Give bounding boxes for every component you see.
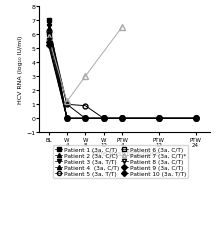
Y-axis label: HCV RNA (log₁₀ IU/ml): HCV RNA (log₁₀ IU/ml) [18,36,23,104]
X-axis label: Time post first dose: Time post first dose [90,150,159,156]
Legend: Patient 1 (3a, C/T), Patient 2 (3a, C/C), Patient 3 (3a, T/T), Patient 4  (3a, C: Patient 1 (3a, C/T), Patient 2 (3a, C/C)… [53,145,188,178]
